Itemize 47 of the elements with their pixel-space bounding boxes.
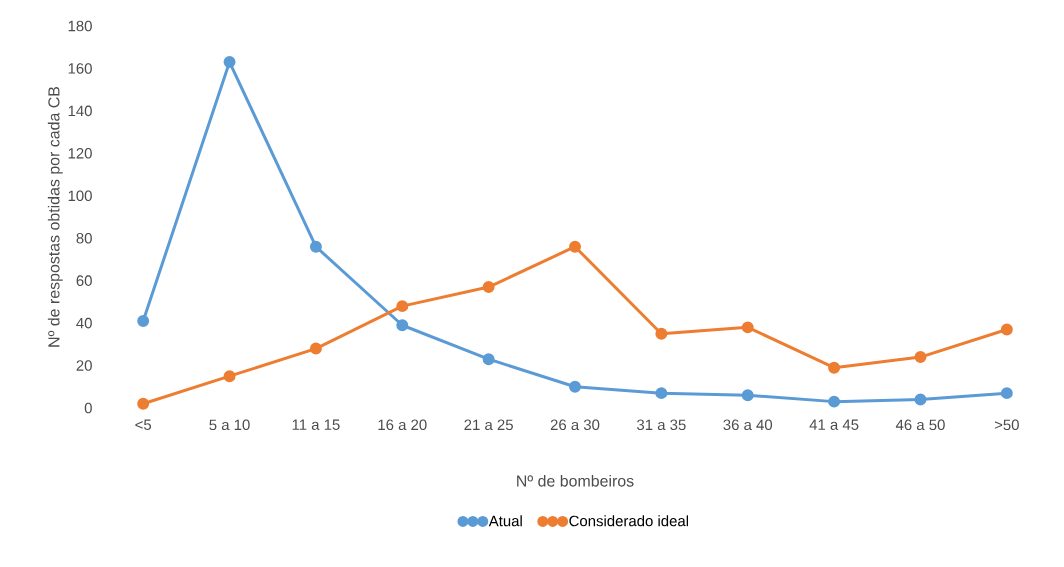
- point: [482, 281, 495, 294]
- point: [137, 397, 150, 410]
- y-tick-label: 40: [76, 317, 92, 329]
- point: [396, 300, 409, 313]
- point: [914, 351, 927, 364]
- legend-label: Atual: [488, 515, 522, 527]
- y-tick-label: 60: [76, 275, 92, 286]
- x-tick-label: 11 a 15: [292, 419, 340, 430]
- y-tick-label: 80: [76, 232, 92, 244]
- y-tick-label: 0: [84, 402, 92, 414]
- point: [223, 56, 236, 69]
- x-tick-label: >50: [994, 419, 1019, 431]
- y-axis-title: Nº de respostas obtidas por cada CB: [47, 86, 63, 347]
- x-tick-label: <5: [135, 419, 152, 430]
- point: [1000, 323, 1013, 336]
- point: [396, 319, 409, 332]
- point: [569, 380, 581, 393]
- point: [655, 327, 668, 340]
- x-tick-label: 26 a 30: [550, 419, 600, 431]
- x-tick-label: 41 a 45: [809, 419, 859, 430]
- y-tick-label: 140: [68, 105, 92, 117]
- x-tick-label: 31 a 35: [637, 419, 686, 431]
- y-tick-label: 100: [68, 190, 92, 202]
- point: [1000, 387, 1013, 400]
- point: [137, 315, 150, 327]
- x-tick-label: 36 a 40: [723, 419, 773, 431]
- point: [309, 342, 322, 355]
- x-tick-label: 21 a 25: [464, 419, 513, 431]
- point: [914, 393, 927, 406]
- y-tick-label: 120: [68, 148, 92, 159]
- point: [309, 240, 322, 253]
- point: [828, 395, 841, 408]
- point: [741, 321, 754, 334]
- x-tick-label: 46 a 50: [895, 419, 945, 431]
- x-tick-label: 5 a 10: [209, 419, 250, 431]
- point: [655, 387, 668, 400]
- point: [223, 370, 236, 383]
- point: [482, 353, 495, 366]
- x-axis-title: Nº de bombeiros: [517, 474, 634, 487]
- x-tick-label: 16 a 20: [378, 419, 427, 431]
- point: [741, 389, 754, 402]
- point: [569, 240, 581, 253]
- legend-label: Considerado ideal: [569, 515, 689, 527]
- y-tick-label: 20: [76, 360, 92, 371]
- y-tick-label: 160: [68, 63, 92, 74]
- point: [828, 361, 841, 374]
- y-tick-label: 180: [68, 20, 92, 32]
